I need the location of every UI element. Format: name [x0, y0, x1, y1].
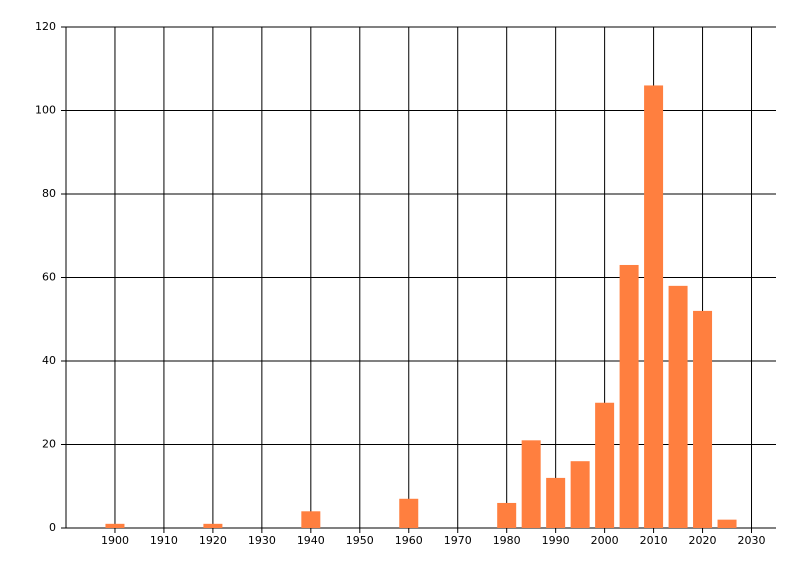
x-tick-label: 1900 — [101, 534, 129, 547]
bar — [497, 502, 517, 528]
bar — [644, 85, 664, 528]
x-tick-label: 1930 — [248, 534, 276, 547]
x-tick-label: 2000 — [591, 534, 619, 547]
bar — [570, 461, 590, 528]
y-tick-label: 20 — [42, 438, 56, 451]
y-tick-label: 60 — [42, 271, 56, 284]
x-tick-label: 2010 — [640, 534, 668, 547]
x-tick-label: 1980 — [493, 534, 521, 547]
x-tick-label: 1920 — [199, 534, 227, 547]
x-tick-label: 1940 — [297, 534, 325, 547]
y-tick-label: 40 — [42, 354, 56, 367]
x-tick-label: 1990 — [542, 534, 570, 547]
bar — [105, 523, 125, 528]
x-tick-label: 2020 — [689, 534, 717, 547]
y-tick-label: 120 — [35, 20, 56, 33]
x-tick-label: 1950 — [346, 534, 374, 547]
bar — [717, 519, 737, 528]
y-tick-label: 80 — [42, 187, 56, 200]
x-tick-label: 1910 — [150, 534, 178, 547]
bar — [595, 402, 615, 528]
y-tick-label: 100 — [35, 104, 56, 117]
x-tick-label: 1970 — [444, 534, 472, 547]
x-tick-label: 2030 — [738, 534, 766, 547]
x-tick-label: 1960 — [395, 534, 423, 547]
bar — [693, 310, 713, 528]
y-tick-label: 0 — [49, 521, 56, 534]
bar — [619, 264, 639, 528]
bar — [546, 477, 566, 528]
bar — [668, 285, 688, 528]
bar — [301, 511, 321, 528]
bar — [203, 523, 223, 528]
bar — [521, 440, 541, 528]
bar — [399, 498, 419, 528]
